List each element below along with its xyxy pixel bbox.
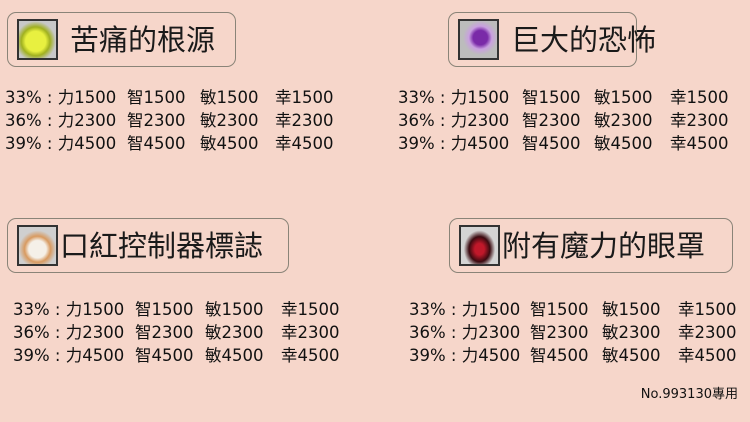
stat-cell: 幸1500 <box>670 88 729 107</box>
stat-cell: 智4500 <box>135 346 194 365</box>
stat-cell: 幸1500 <box>678 300 737 319</box>
stat-cell: 幸1500 <box>275 88 334 107</box>
item-title-box: 口紅控制器標誌 <box>7 218 289 273</box>
stat-cell: 智2300 <box>530 323 589 342</box>
item-name: 苦痛的根源 <box>70 23 216 57</box>
stat-cell: 幸4500 <box>275 134 334 153</box>
stat-row: 39% : 力4500 智4500 敏4500 幸4500 <box>13 345 353 367</box>
stat-cell: 敏4500 <box>205 346 264 365</box>
stat-row: 39% : 力4500 智4500 敏4500 幸4500 <box>398 133 738 155</box>
stat-cell: 敏2300 <box>594 111 653 130</box>
stat-row: 36% : 力2300 智2300 敏2300 幸2300 <box>409 322 749 344</box>
stat-row: 33% : 力1500 智1500 敏1500 幸1500 <box>5 87 345 109</box>
stat-cell: 幸2300 <box>281 323 340 342</box>
stat-cell: 智1500 <box>522 88 581 107</box>
stat-cell: 幸4500 <box>678 346 737 365</box>
stat-row: 36% : 力2300 智2300 敏2300 幸2300 <box>398 110 738 132</box>
stat-cell: 敏4500 <box>602 346 661 365</box>
stat-row: 33% : 力1500 智1500 敏1500 幸1500 <box>398 87 738 109</box>
stat-cell: 33% : 力1500 <box>13 300 125 319</box>
magic-eyepatch-icon <box>459 225 500 266</box>
stat-cell: 敏4500 <box>594 134 653 153</box>
item-title-box: 巨大的恐怖 <box>448 12 656 67</box>
stat-cell: 智4500 <box>522 134 581 153</box>
stat-cell: 敏1500 <box>602 300 661 319</box>
item-title-box: 苦痛的根源 <box>7 12 236 67</box>
stat-cell: 智1500 <box>135 300 194 319</box>
stat-cell: 36% : 力2300 <box>409 323 521 342</box>
item-title-box: 附有魔力的眼罩 <box>449 218 733 273</box>
stat-cell: 39% : 力4500 <box>5 134 117 153</box>
stat-cell: 39% : 力4500 <box>398 134 510 153</box>
stat-cell: 智2300 <box>522 111 581 130</box>
stat-cell: 幸1500 <box>281 300 340 319</box>
stat-cell: 智2300 <box>135 323 194 342</box>
purple-eye-pendant-icon <box>458 19 499 60</box>
stat-cell: 敏2300 <box>200 111 259 130</box>
yellow-skull-pendant-icon <box>17 19 58 60</box>
stat-cell: 33% : 力1500 <box>398 88 510 107</box>
stat-cell: 敏1500 <box>594 88 653 107</box>
stat-cell: 39% : 力4500 <box>13 346 125 365</box>
stat-cell: 39% : 力4500 <box>409 346 521 365</box>
stat-cell: 幸2300 <box>670 111 729 130</box>
stat-cell: 幸4500 <box>281 346 340 365</box>
stat-cell: 智1500 <box>127 88 186 107</box>
stat-cell: 敏1500 <box>205 300 264 319</box>
item-name: 巨大的恐怖 <box>511 23 657 57</box>
stat-row: 36% : 力2300 智2300 敏2300 幸2300 <box>5 110 345 132</box>
stat-cell: 幸2300 <box>275 111 334 130</box>
stat-cell: 智2300 <box>127 111 186 130</box>
item-name: 口紅控制器標誌 <box>60 229 264 263</box>
stat-row: 39% : 力4500 智4500 敏4500 幸4500 <box>5 133 345 155</box>
stat-cell: 33% : 力1500 <box>409 300 521 319</box>
stat-cell: 智4500 <box>127 134 186 153</box>
stat-cell: 敏1500 <box>200 88 259 107</box>
stat-cell: 36% : 力2300 <box>13 323 125 342</box>
stat-cell: 敏2300 <box>602 323 661 342</box>
stat-cell: 36% : 力2300 <box>5 111 117 130</box>
stat-row: 33% : 力1500 智1500 敏1500 幸1500 <box>13 299 353 321</box>
stat-cell: 智4500 <box>530 346 589 365</box>
stat-cell: 幸4500 <box>670 134 729 153</box>
stat-row: 39% : 力4500 智4500 敏4500 幸4500 <box>409 345 749 367</box>
stat-cell: 33% : 力1500 <box>5 88 117 107</box>
stat-row: 36% : 力2300 智2300 敏2300 幸2300 <box>13 322 353 344</box>
stat-cell: 智1500 <box>530 300 589 319</box>
stat-cell: 36% : 力2300 <box>398 111 510 130</box>
footer-note: No.993130專用 <box>640 387 738 402</box>
item-name: 附有魔力的眼罩 <box>502 229 706 263</box>
stat-cell: 敏4500 <box>200 134 259 153</box>
stat-row: 33% : 力1500 智1500 敏1500 幸1500 <box>409 299 749 321</box>
lipstick-badge-icon <box>17 225 58 266</box>
stat-cell: 幸2300 <box>678 323 737 342</box>
stat-cell: 敏2300 <box>205 323 264 342</box>
